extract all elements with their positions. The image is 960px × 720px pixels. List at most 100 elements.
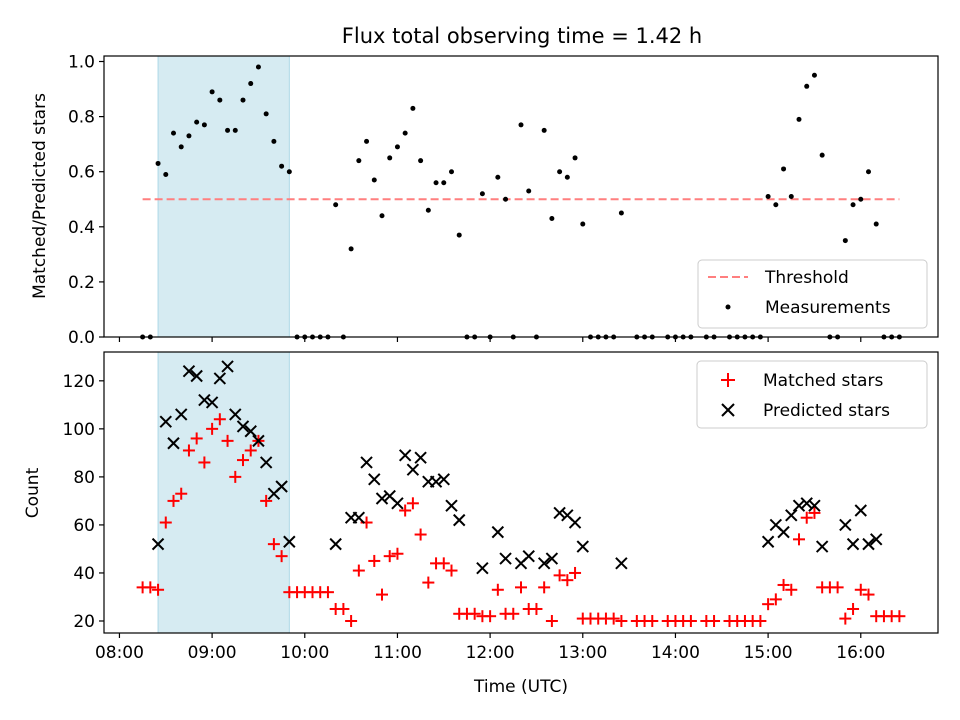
chart-title: Flux total observing time = 1.42 h — [342, 24, 702, 48]
matched-star-point — [569, 566, 582, 579]
matched-star-point — [854, 583, 867, 596]
predicted-star-point — [839, 518, 852, 532]
measurement-point — [194, 119, 200, 125]
measurement-point — [209, 89, 215, 95]
xtick-label: 13:00 — [558, 643, 607, 663]
top-ytick-label: 0.2 — [68, 273, 95, 293]
matched-star-point — [159, 516, 172, 529]
measurement-point — [781, 166, 787, 172]
matched-star-point — [337, 602, 350, 615]
x-axis-label: Time (UTC) — [473, 677, 568, 697]
predicted-star-point — [476, 561, 489, 575]
measurement-point — [618, 210, 624, 216]
measurement-point — [850, 202, 856, 208]
top-ytick-label: 0.0 — [68, 328, 95, 348]
top-ytick-label: 1.0 — [68, 53, 95, 73]
measurement-point — [495, 174, 501, 180]
predicted-star-point — [159, 415, 172, 428]
matched-star-point — [352, 564, 365, 577]
measurement-point — [186, 133, 192, 139]
matched-star-point — [437, 557, 450, 570]
xtick-label: 15:00 — [744, 643, 793, 663]
matched-star-point — [229, 470, 242, 483]
measurement-point — [163, 171, 169, 177]
matched-star-point — [345, 614, 358, 627]
top-ytick-label: 0.4 — [68, 218, 95, 238]
measurement-point — [394, 144, 400, 150]
measurement-point — [858, 196, 864, 202]
matched-star-point — [831, 581, 844, 594]
bottom-y-axis: 20 40 60 80 100 120 — [63, 372, 104, 632]
matched-star-point — [684, 614, 697, 627]
predicted-star-point — [391, 497, 404, 510]
predicted-star-point — [491, 525, 505, 539]
predicted-star-point — [414, 451, 427, 464]
top-highlight-span — [157, 55, 290, 338]
matched-star-point — [175, 487, 188, 500]
predicted-star-point — [259, 456, 273, 469]
measurement-point — [418, 158, 424, 164]
predicted-star-point — [236, 420, 250, 433]
predicted-star-point — [275, 480, 288, 493]
legend-matched-label: Matched stars — [763, 371, 883, 391]
matched-star-point — [561, 574, 574, 587]
measurement-point — [356, 158, 362, 164]
measurement-point — [348, 246, 354, 252]
measurement-point — [232, 127, 238, 133]
bottom-legend: Matched stars Predicted stars — [696, 360, 928, 429]
measurement-point — [225, 127, 231, 133]
bottom-ytick-label: 40 — [73, 564, 95, 584]
matched-star-point — [167, 494, 180, 507]
predicted-star-point — [545, 552, 559, 565]
top-ytick-label: 0.6 — [68, 163, 95, 183]
measurement-point — [842, 238, 848, 244]
predicted-star-point — [499, 552, 512, 565]
predicted-star-point — [368, 473, 381, 486]
measurement-point — [503, 196, 509, 202]
matched-star-point — [754, 614, 767, 627]
measurement-point — [371, 177, 377, 183]
matched-star-point — [785, 583, 798, 596]
matched-star-point — [545, 614, 558, 627]
predicted-star-point — [615, 557, 628, 570]
matched-star-point — [468, 607, 481, 620]
xtick-label: 16:00 — [836, 643, 885, 663]
predicted-star-point — [167, 437, 180, 450]
predicted-star-point — [213, 372, 227, 385]
bottom-ytick-label: 60 — [73, 516, 95, 536]
predicted-star-point — [221, 360, 234, 373]
xtick-label: 09:00 — [188, 643, 237, 663]
measurement-point — [549, 216, 555, 222]
matched-star-point — [391, 547, 404, 560]
matched-star-point — [793, 533, 805, 546]
top-y-axis-label: Matched/Predicted stars — [30, 93, 50, 299]
measurement-point — [526, 188, 532, 194]
matched-star-point — [267, 538, 280, 551]
measurement-point — [178, 144, 184, 150]
measurement-point — [866, 169, 871, 175]
matched-star-point — [182, 444, 195, 457]
top-y-axis: 0.0 0.2 0.4 0.6 0.8 1.0 — [68, 53, 104, 348]
measurement-point — [572, 155, 578, 161]
matched-star-point — [777, 578, 790, 591]
predicted-star-point — [283, 535, 296, 548]
measurement-point — [248, 81, 254, 87]
matched-star-point — [515, 581, 527, 594]
measurement-point — [541, 127, 547, 133]
matched-star-point — [244, 444, 257, 457]
top-span-rect — [157, 55, 290, 338]
measurement-point — [271, 138, 277, 144]
predicted-star-point — [429, 475, 443, 488]
matched-star-point — [368, 554, 381, 567]
predicted-star-point — [445, 499, 458, 512]
xtick-label: 11:00 — [373, 643, 422, 663]
matched-star-point — [708, 614, 721, 627]
predicted-star-point — [537, 557, 551, 570]
matched-star-point — [800, 511, 813, 524]
measurement-point — [788, 194, 794, 199]
measurement-point — [286, 169, 292, 175]
top-x-ticks — [118, 337, 862, 342]
measurement-point — [580, 221, 586, 227]
measurement-point — [217, 97, 223, 103]
matched-star-point — [847, 602, 860, 615]
